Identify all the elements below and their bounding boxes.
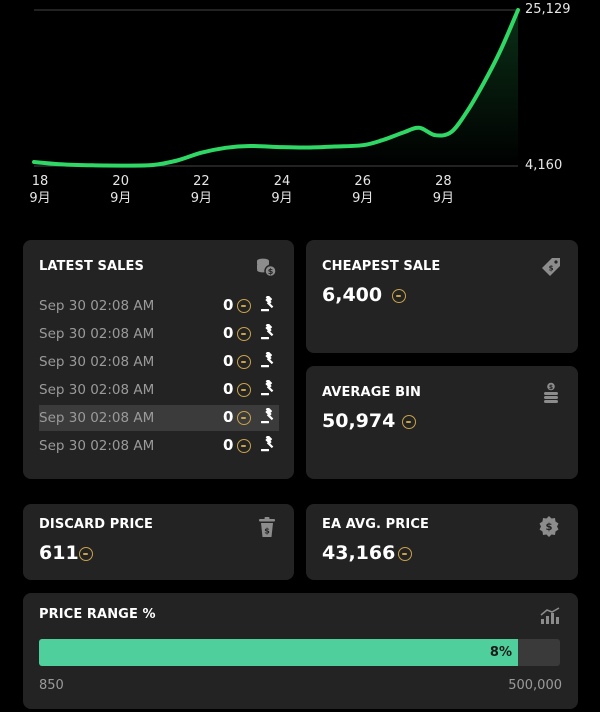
price-range-card: PRICE RANGE % 8% 850 500,000 xyxy=(23,593,578,709)
x-axis-tick: 18 9月 xyxy=(20,173,60,207)
price-range-fill xyxy=(39,639,519,666)
sale-amount: 0 xyxy=(223,324,234,342)
x-tick-day: 20 xyxy=(112,174,129,189)
x-axis-tick: 20 9月 xyxy=(101,173,141,207)
x-tick-day: 26 xyxy=(354,174,371,189)
coin-stack-dollar-icon: $ xyxy=(255,256,277,278)
discard-price-card: DISCARD PRICE $ 611 xyxy=(23,504,294,580)
sale-row[interactable]: Sep 30 02:08 AM 0 xyxy=(39,377,279,403)
gavel-icon xyxy=(260,323,276,340)
chart-plot xyxy=(32,8,520,168)
x-axis-tick: 24 9月 xyxy=(262,173,302,207)
gavel-icon xyxy=(260,295,276,312)
gavel-icon xyxy=(260,407,276,424)
sale-row[interactable]: Sep 30 02:08 AM 0 xyxy=(39,405,279,431)
x-tick-day: 22 xyxy=(193,174,210,189)
x-axis-tick: 26 9月 xyxy=(343,173,383,207)
svg-text:$: $ xyxy=(549,384,553,391)
sale-row[interactable]: Sep 30 02:08 AM 0 xyxy=(39,321,279,347)
sale-row[interactable]: Sep 30 02:08 AM 0 xyxy=(39,349,279,375)
ea-avg-price-value: 43,166 xyxy=(322,542,396,564)
sale-time: Sep 30 02:08 AM xyxy=(39,382,155,398)
sale-row[interactable]: Sep 30 02:08 AM 0 xyxy=(39,433,279,459)
x-axis-tick: 28 9月 xyxy=(423,173,463,207)
gavel-icon xyxy=(260,351,276,368)
svg-text:$: $ xyxy=(549,265,554,273)
coin-icon xyxy=(237,327,251,341)
sale-time: Sep 30 02:08 AM xyxy=(39,438,155,454)
x-tick-day: 28 xyxy=(435,174,452,189)
sale-row[interactable]: Sep 30 02:08 AM 0 xyxy=(39,293,279,319)
badge-dollar-icon: $ xyxy=(538,515,560,537)
price-range-bar: 8% xyxy=(39,639,560,666)
sale-amount: 0 xyxy=(223,380,234,398)
average-bin-card: AVERAGE BIN $ 50,974 xyxy=(306,366,578,479)
discard-price-value: 611 xyxy=(39,542,79,564)
price-line xyxy=(32,8,520,168)
x-tick-month: 9月 xyxy=(432,191,455,206)
x-tick-month: 9月 xyxy=(190,191,213,206)
coin-icon xyxy=(398,547,412,561)
svg-text:$: $ xyxy=(546,522,553,533)
sale-time: Sep 30 02:08 AM xyxy=(39,298,155,314)
price-range-percent: 8% xyxy=(489,645,512,660)
coin-icon xyxy=(237,439,251,453)
price-range-min: 850 xyxy=(39,678,64,693)
ea-avg-price-title: EA AVG. PRICE xyxy=(322,517,429,532)
gavel-icon xyxy=(260,435,276,452)
x-tick-month: 9月 xyxy=(29,191,51,206)
price-area xyxy=(34,10,518,166)
price-range-title: PRICE RANGE % xyxy=(39,607,156,622)
x-tick-day: 24 xyxy=(273,174,291,189)
cheapest-sale-value: 6,400 xyxy=(322,284,383,306)
x-axis-tick: 22 9月 xyxy=(181,173,221,207)
ea-avg-price-card: EA AVG. PRICE $ 43,166 xyxy=(306,504,578,580)
y-axis-max-label: 25,129 xyxy=(525,2,571,17)
trash-dollar-icon: $ xyxy=(256,516,278,538)
coin-icon xyxy=(237,355,251,369)
cheapest-sale-card: CHEAPEST SALE $ 6,400 xyxy=(306,240,578,353)
sale-amount: 0 xyxy=(223,408,234,426)
svg-text:$: $ xyxy=(268,267,274,276)
coin-icon xyxy=(79,547,93,561)
gavel-icon xyxy=(260,379,276,396)
price-history-chart: 25,129 4,160 18 9月 20 9月 22 9月 24 9月 26 9月 28 9月 xyxy=(0,0,600,215)
y-axis-min-label: 4,160 xyxy=(525,158,563,173)
bar-chart-icon xyxy=(540,607,562,629)
x-tick-day: 18 xyxy=(31,174,49,189)
coin-icon xyxy=(237,299,251,313)
latest-sales-title: LATEST SALES xyxy=(39,259,144,274)
coin-icon xyxy=(402,415,416,429)
x-tick-month: 9月 xyxy=(352,191,374,206)
coin-stack-icon: $ xyxy=(540,382,562,404)
sale-time: Sep 30 02:08 AM xyxy=(39,354,155,370)
svg-text:$: $ xyxy=(264,527,270,536)
discard-price-title: DISCARD PRICE xyxy=(39,517,154,532)
price-range-max: 500,000 xyxy=(508,678,562,693)
x-tick-month: 9月 xyxy=(271,191,293,206)
sale-amount: 0 xyxy=(223,296,234,314)
coin-icon xyxy=(237,411,251,425)
average-bin-value: 50,974 xyxy=(322,410,396,432)
sale-time: Sep 30 02:08 AM xyxy=(39,410,155,426)
coin-icon xyxy=(237,383,251,397)
sale-amount: 0 xyxy=(223,436,234,454)
cheapest-sale-title: CHEAPEST SALE xyxy=(322,259,441,274)
price-tag-icon: $ xyxy=(540,256,562,278)
sale-amount: 0 xyxy=(223,352,234,370)
coin-icon xyxy=(392,289,406,303)
latest-sales-card: LATEST SALES $ Sep 30 02:08 AM 0 Sep 30 02… xyxy=(23,240,294,479)
sale-time: Sep 30 02:08 AM xyxy=(39,326,155,342)
average-bin-title: AVERAGE BIN xyxy=(322,385,421,400)
x-tick-month: 9月 xyxy=(110,191,132,206)
